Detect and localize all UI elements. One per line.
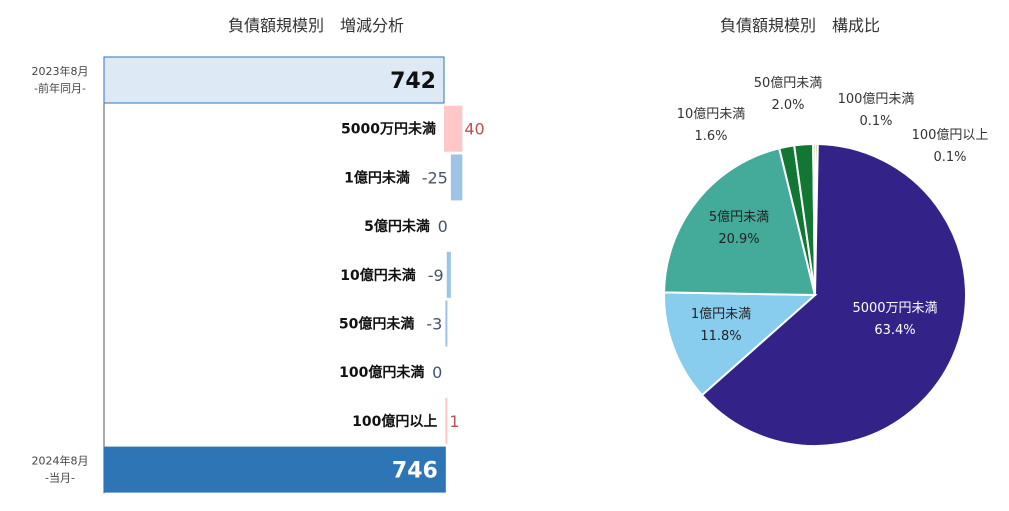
- pie-percent-label: 0.1%: [933, 150, 966, 165]
- waterfall-delta-label: -25: [422, 168, 448, 187]
- pie-percent-label: 20.9%: [718, 232, 759, 247]
- waterfall-end-bar: [104, 446, 446, 493]
- waterfall-category-label: 100億円以上: [352, 413, 437, 430]
- waterfall-delta-label: 0: [438, 217, 448, 236]
- pie-category-label: 5000万円未満: [852, 301, 937, 316]
- pie-percent-label: 0.1%: [859, 114, 892, 129]
- waterfall-category-label: 5000万円未満: [341, 121, 436, 138]
- waterfall-start-period: 2023年8月: [32, 64, 89, 78]
- waterfall-category-label: 10億円未満: [340, 267, 415, 284]
- pie-percent-label: 1.6%: [694, 129, 727, 144]
- pie-category-label: 100億円未満: [838, 91, 915, 107]
- waterfall-category-label: 1億円未満: [344, 169, 410, 186]
- pie-slice: [700, 142, 967, 447]
- pie-category-label: 100億円以上: [912, 127, 989, 143]
- waterfall-delta-bar: [450, 154, 463, 201]
- pie-slice: [814, 142, 819, 296]
- pie-percent-label: 63.4%: [874, 323, 915, 338]
- waterfall-start-value: 742: [390, 69, 436, 94]
- waterfall-delta-label: 40: [464, 120, 484, 139]
- pie-percent-label: 2.0%: [771, 98, 804, 113]
- waterfall-delta-label: -9: [428, 266, 444, 285]
- pie-percent-label: 11.8%: [700, 329, 741, 344]
- pie-category-label: 1億円未満: [691, 306, 751, 322]
- pie-category-label: 10億円未満: [677, 106, 746, 122]
- waterfall-delta-bar: [445, 300, 448, 347]
- pie-slice: [663, 147, 817, 297]
- pie-slice: [663, 291, 818, 397]
- waterfall-delta-label: 1: [449, 412, 459, 431]
- waterfall-title: 負債額規模別 増減分析: [228, 16, 405, 35]
- waterfall-end-value: 746: [392, 459, 438, 484]
- waterfall-start-sub: -前年同月-: [34, 81, 86, 95]
- waterfall-delta-bar: [445, 397, 448, 444]
- waterfall-end-period: 2024年8月: [32, 454, 89, 468]
- waterfall-category-label: 50億円未満: [339, 316, 414, 333]
- waterfall-delta-label: -3: [426, 315, 442, 334]
- pie-category-label: 50億円未満: [754, 75, 823, 91]
- pie-title: 負債額規模別 構成比: [720, 16, 881, 35]
- waterfall-end-sub: -当月-: [45, 471, 75, 485]
- waterfall-start-bar: [103, 56, 445, 104]
- waterfall-category-label: 100億円未満: [339, 364, 424, 381]
- pie-category-label: 5億円未満: [709, 209, 769, 225]
- waterfall-delta-bar: [444, 105, 463, 152]
- waterfall-delta-bar: [446, 251, 451, 298]
- waterfall-delta-label: 0: [432, 363, 442, 382]
- waterfall-category-label: 5億円未満: [364, 218, 430, 235]
